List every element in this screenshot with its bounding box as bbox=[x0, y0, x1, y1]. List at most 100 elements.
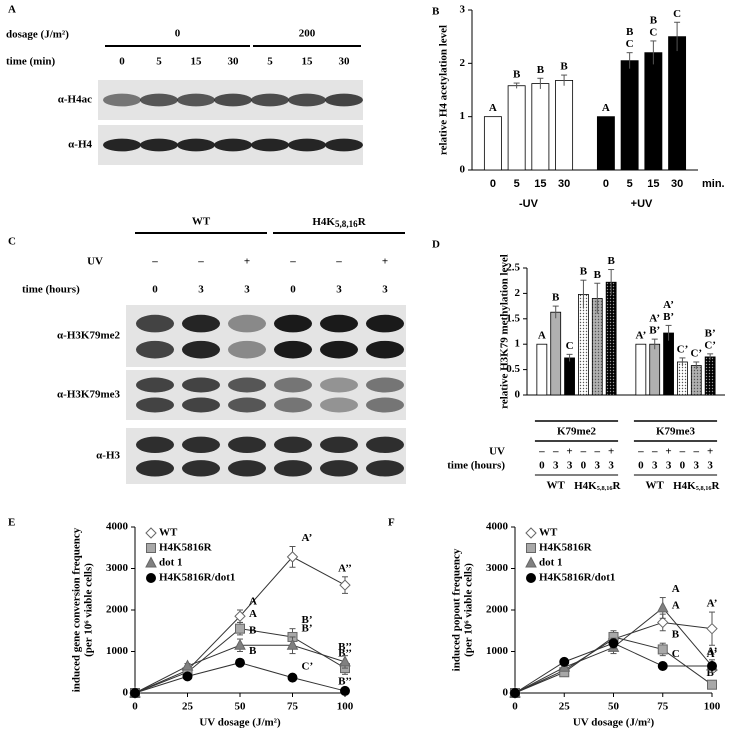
significance-letter: B’ bbox=[663, 311, 674, 323]
blot-band bbox=[274, 340, 312, 359]
blot-band bbox=[140, 138, 178, 152]
significance-letter: A’ bbox=[649, 313, 660, 325]
strain-label: H4K5,8,16R bbox=[673, 480, 720, 493]
marker bbox=[145, 556, 157, 568]
blot-band bbox=[274, 436, 312, 453]
y-tick-label: 0.5 bbox=[506, 363, 520, 375]
significance-letter: B bbox=[580, 266, 588, 278]
x-tick-label: 0 bbox=[603, 178, 609, 190]
marker bbox=[340, 685, 350, 696]
marker bbox=[287, 672, 298, 683]
antibody-label: α-H3 bbox=[96, 450, 120, 462]
significance-letter: C bbox=[566, 340, 574, 352]
y-tick-label: 3000 bbox=[106, 562, 129, 574]
y-tick-label: 0 bbox=[123, 687, 129, 699]
blot-band bbox=[320, 397, 358, 413]
blot-band bbox=[325, 93, 363, 107]
y-tick-label: 2000 bbox=[486, 604, 509, 616]
bar bbox=[536, 343, 548, 396]
significance-letter: B bbox=[560, 61, 568, 73]
time-label: time (hours) bbox=[22, 284, 80, 296]
significance-letter: B bbox=[672, 629, 680, 641]
time-value: 3 bbox=[198, 284, 204, 296]
significance-letter: B’ bbox=[705, 327, 716, 339]
dosage-value: 0 bbox=[175, 28, 181, 40]
significance-letter: A’ bbox=[707, 648, 718, 660]
bar bbox=[578, 294, 589, 396]
time-value: 0 bbox=[581, 460, 587, 472]
blot-band bbox=[366, 340, 404, 359]
time-value: 0 bbox=[680, 460, 686, 472]
marker bbox=[130, 688, 140, 698]
time-value: 0 bbox=[539, 460, 545, 472]
uv-value: – bbox=[552, 446, 559, 458]
bar bbox=[507, 85, 526, 171]
significance-letter: C bbox=[673, 8, 681, 20]
blot-band bbox=[136, 460, 174, 477]
bar bbox=[605, 281, 617, 396]
uv-value: + bbox=[244, 256, 250, 268]
significance-letter: B’ bbox=[302, 623, 313, 635]
strain-label-part: R bbox=[613, 480, 622, 492]
blot-band bbox=[140, 93, 178, 107]
marker bbox=[657, 644, 668, 655]
marker bbox=[707, 679, 717, 690]
bar bbox=[564, 357, 575, 396]
blot-band bbox=[182, 436, 220, 453]
strain-label-part: 5,8,16 bbox=[597, 485, 613, 492]
x-tick-label: 5 bbox=[627, 178, 633, 190]
significance-letter: C bbox=[626, 38, 634, 50]
x-tick-label: 75 bbox=[287, 701, 299, 713]
blot-band bbox=[320, 460, 358, 477]
x-tick-label: 50 bbox=[608, 701, 620, 713]
blot-band bbox=[366, 397, 404, 413]
marker bbox=[234, 610, 246, 622]
marker bbox=[656, 601, 669, 613]
blot-band bbox=[182, 340, 220, 359]
panel-letter: B bbox=[432, 6, 440, 18]
x-tick-label: K79me2 bbox=[557, 426, 597, 438]
blot-band bbox=[136, 436, 174, 453]
marker bbox=[706, 622, 718, 635]
uv-value: – bbox=[335, 256, 342, 268]
time-value: 30 bbox=[228, 56, 240, 68]
y-tick-label: 2000 bbox=[106, 604, 129, 616]
significance-letter: B’ bbox=[302, 614, 313, 626]
bar bbox=[550, 311, 562, 396]
y-tick-label: 2.5 bbox=[506, 262, 520, 274]
bar bbox=[531, 83, 550, 171]
blot-band bbox=[228, 460, 266, 477]
x-tick-label: 5 bbox=[514, 178, 520, 190]
strain-label: WT bbox=[192, 216, 211, 228]
blot-band bbox=[274, 377, 312, 393]
bar bbox=[483, 116, 502, 171]
significance-letter: C’ bbox=[704, 339, 716, 351]
blot-band bbox=[214, 93, 252, 107]
panel-letter: C bbox=[8, 236, 16, 248]
significance-letter: C bbox=[672, 648, 680, 660]
uv-value: + bbox=[566, 446, 572, 458]
x-axis-title: UV dosage (J/m²) bbox=[199, 717, 281, 729]
significance-letter: B bbox=[552, 292, 560, 304]
significance-letter: C’ bbox=[690, 348, 702, 360]
legend-label: WT bbox=[539, 527, 558, 539]
time-value: 3 bbox=[595, 460, 601, 472]
time-value: 0 bbox=[119, 56, 125, 68]
bar bbox=[620, 60, 639, 171]
blot-band bbox=[320, 314, 358, 333]
marker bbox=[182, 671, 193, 682]
uv-value: – bbox=[637, 446, 644, 458]
marker bbox=[657, 661, 668, 672]
marker bbox=[510, 688, 520, 698]
marker bbox=[235, 623, 245, 634]
blot bbox=[126, 428, 406, 484]
blot-band bbox=[182, 314, 220, 333]
significance-letter: B bbox=[594, 269, 602, 281]
time-value: 3 bbox=[567, 460, 573, 472]
time-value: 3 bbox=[336, 284, 342, 296]
y-tick-label: 4000 bbox=[486, 521, 509, 533]
marker bbox=[657, 616, 669, 629]
blot-band bbox=[136, 397, 174, 413]
significance-letter: A’ bbox=[707, 645, 718, 657]
y-tick-label: 1 bbox=[460, 110, 466, 122]
